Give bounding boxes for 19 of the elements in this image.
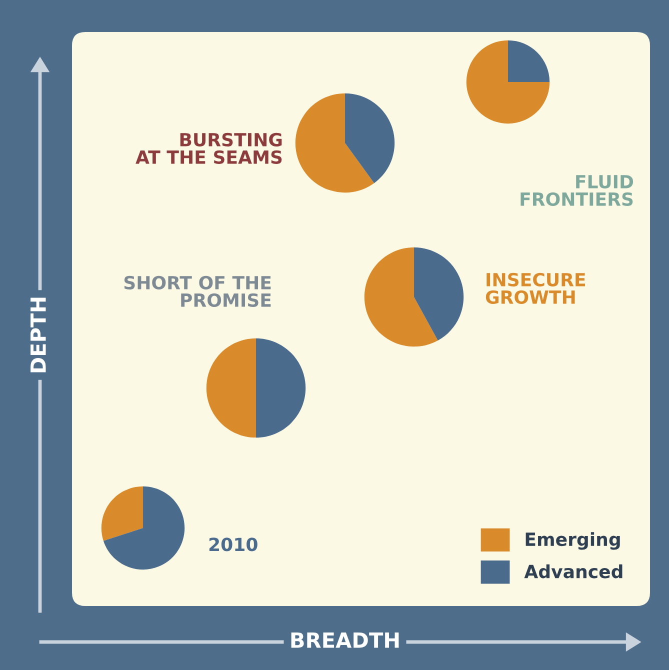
pie-slice	[295, 93, 374, 193]
legend-label: Advanced	[524, 564, 622, 578]
text: BREADTH	[291, 632, 399, 648]
text: INSECURE GROWTH	[486, 272, 585, 304]
pie-slice	[103, 486, 185, 570]
text: DEPTH	[30, 298, 46, 372]
pie-slice	[256, 338, 306, 438]
text: BURSTING AT THE SEAMS	[136, 132, 282, 164]
text: 2010	[209, 538, 258, 552]
pie-slice	[466, 40, 550, 124]
pie-slice	[101, 486, 143, 541]
chart-title: SHORT OF THE PROMISE	[124, 276, 271, 307]
pie-slice	[508, 40, 550, 82]
pie-slice	[345, 93, 395, 184]
text: FLUID FRONTIERS	[520, 175, 634, 206]
pie-slice	[206, 338, 256, 438]
pie-slice	[364, 247, 438, 347]
legend-label: Emerging	[526, 532, 620, 550]
pie-slice	[414, 247, 464, 340]
